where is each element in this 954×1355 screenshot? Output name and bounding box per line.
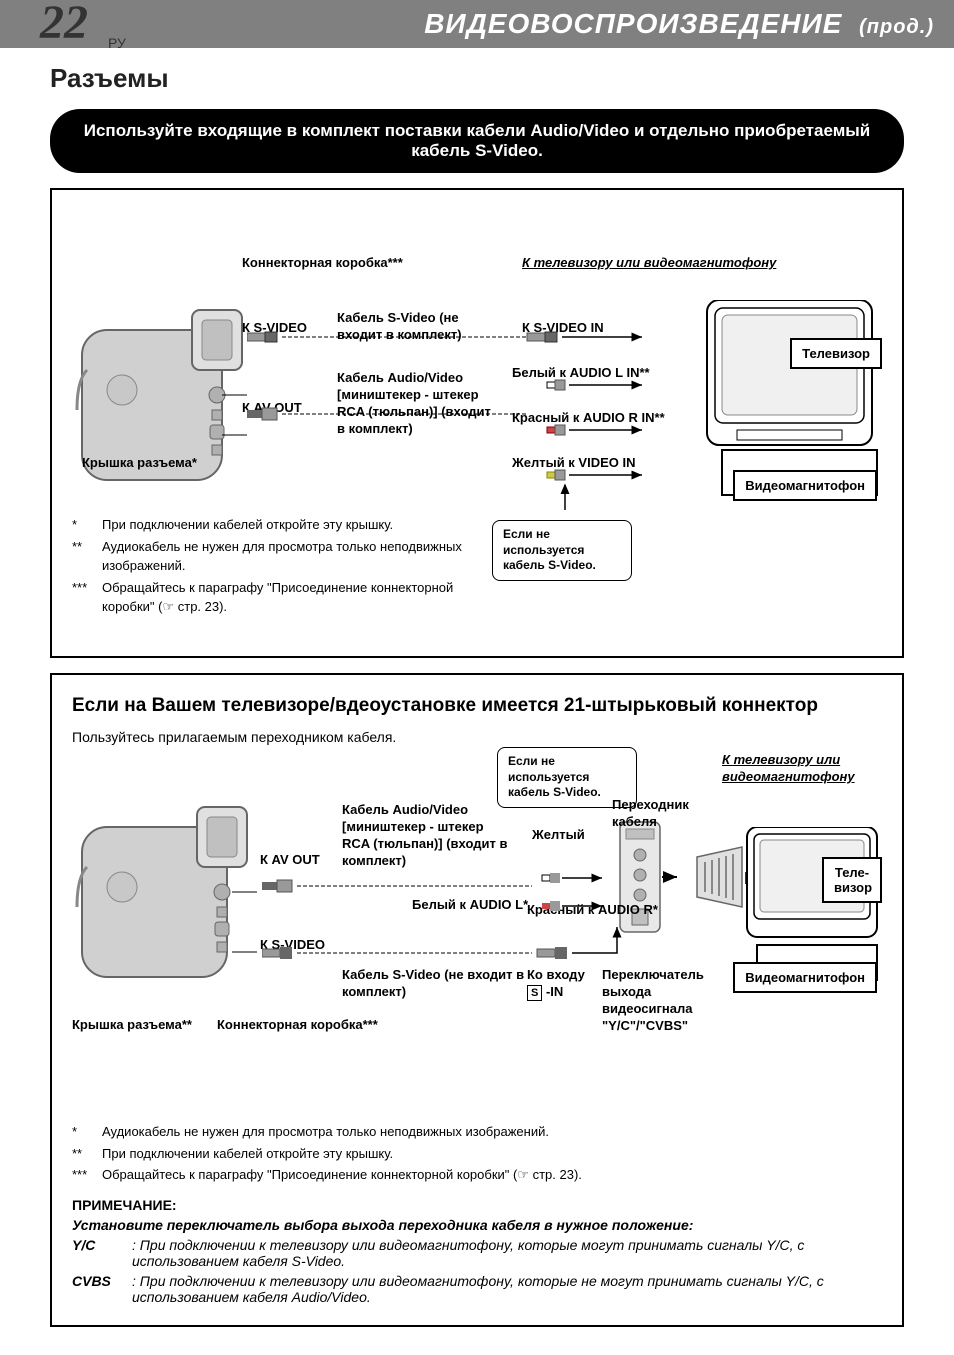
label-switch: Переключатель выхода видеосигнала "Y/C"/… (602, 967, 732, 1035)
label-av-cable-2: Кабель Audio/Video [миништекер - штекер … (342, 802, 512, 870)
wire-illustration (247, 330, 667, 510)
label-adapter: Переходник кабеля (612, 797, 702, 831)
page-header: 22 РУ ВИДЕОВОСПРОИЗВЕДЕНИЕ (прод.) (0, 0, 954, 48)
label-to-tv-vcr: К телевизору или видеомагнитофону (522, 255, 776, 272)
yc-definition: Y/C : При подключении к телевизору или в… (72, 1237, 882, 1269)
diagram1-notes: * При подключении кабелей откройте эту к… (72, 515, 472, 619)
diagram2-subtitle: Пользуйтесь прилагаемым переходником каб… (72, 729, 882, 745)
camera-illustration-2 (72, 787, 262, 1007)
label-cover-2: Крышка разъема** (72, 1017, 192, 1034)
header-title: ВИДЕОВОСПРОИЗВЕДЕНИЕ (прод.) (50, 8, 934, 40)
page-label: РУ (108, 35, 126, 51)
vcr-label-box: Видеомагнитофон (733, 470, 877, 501)
label-connector-box: Коннекторная коробка*** (242, 255, 403, 272)
diagram2-notes: * Аудиокабель не нужен для просмотра тол… (72, 1122, 592, 1185)
label-to-tv-vcr-2: К телевизору или видеомагнитофону (722, 752, 882, 786)
label-yellow-2: Желтый (532, 827, 585, 844)
tv-label-box-2: Теле-визор (822, 857, 882, 903)
cvbs-definition: CVBS : При подключении к телевизору или … (72, 1273, 882, 1305)
diagram-1: Коннекторная коробка*** К телевизору или… (50, 188, 904, 658)
diagram-2: Если на Вашем телевизоре/вдеоустановке и… (50, 673, 904, 1327)
diagram2-title: Если на Вашем телевизоре/вдеоустановке и… (72, 695, 882, 717)
note-heading: ПРИМЕЧАНИЕ: (72, 1197, 882, 1213)
vcr-label-box-2: Видеомагнитофон (733, 962, 877, 993)
tv-label-box: Телевизор (790, 338, 882, 369)
camera-illustration (72, 290, 252, 510)
note-text: Установите переключатель выбора выхода п… (72, 1217, 882, 1233)
label-cover: Крышка разъема* (82, 455, 197, 472)
no-svideo-box: Если не используется кабель S-Video. (492, 520, 632, 581)
wire-illustration-2 (262, 867, 632, 977)
section-title: Разъемы (50, 63, 954, 94)
label-connector-box-2: Коннекторная коробка*** (217, 1017, 378, 1034)
instruction-banner: Используйте входящие в комплект поставки… (50, 109, 904, 173)
page-number: 22 (40, 0, 88, 50)
